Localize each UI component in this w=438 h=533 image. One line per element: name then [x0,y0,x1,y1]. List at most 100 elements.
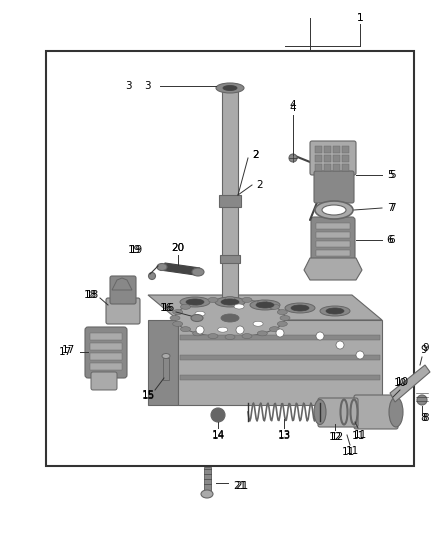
Text: 9: 9 [423,343,429,353]
Circle shape [211,408,225,422]
Ellipse shape [170,316,180,320]
Bar [316,223,350,229]
FancyBboxPatch shape [311,217,355,263]
Circle shape [196,326,204,334]
Ellipse shape [180,297,210,307]
Ellipse shape [180,327,191,332]
Bar [324,155,331,162]
FancyBboxPatch shape [314,171,354,203]
Ellipse shape [389,397,403,427]
Text: 4: 4 [290,100,297,110]
Bar [90,353,122,360]
Bar [324,146,331,153]
Bar [222,90,238,320]
Ellipse shape [221,314,239,322]
Text: 8: 8 [420,413,427,423]
Text: 12: 12 [328,432,342,442]
Ellipse shape [201,490,213,498]
Ellipse shape [269,327,279,332]
Text: 2: 2 [257,180,263,190]
Bar [204,467,211,492]
Bar [180,355,380,360]
Ellipse shape [208,297,218,302]
Text: 15: 15 [141,390,155,400]
Ellipse shape [221,299,239,305]
Bar [46,51,414,466]
Text: 4: 4 [290,103,297,113]
Ellipse shape [322,205,346,215]
Polygon shape [390,365,430,402]
Text: 7: 7 [387,203,393,213]
Text: 11: 11 [341,447,355,457]
Text: 3: 3 [125,81,131,91]
Polygon shape [304,258,362,280]
Ellipse shape [258,300,267,305]
Text: 2: 2 [253,150,259,160]
FancyBboxPatch shape [91,372,117,390]
Ellipse shape [225,335,235,340]
Ellipse shape [173,310,183,314]
Ellipse shape [269,304,279,309]
Ellipse shape [253,321,263,326]
Ellipse shape [285,303,315,313]
Bar [316,250,350,256]
Text: 20: 20 [171,243,184,253]
Text: 5: 5 [389,170,396,180]
Circle shape [276,329,284,337]
Text: 20: 20 [171,243,184,253]
Text: 13: 13 [277,431,291,441]
Bar [315,155,322,162]
FancyBboxPatch shape [318,398,358,427]
Text: 1: 1 [357,13,363,23]
Circle shape [316,332,324,340]
FancyBboxPatch shape [354,395,398,429]
Bar [90,333,122,340]
Text: 8: 8 [423,413,429,423]
Text: 21: 21 [235,481,249,491]
Ellipse shape [258,331,267,336]
Ellipse shape [195,311,205,316]
Ellipse shape [162,353,170,359]
Bar [342,155,349,162]
Ellipse shape [193,300,203,305]
Ellipse shape [216,83,244,93]
Ellipse shape [218,327,228,332]
Ellipse shape [191,314,203,321]
FancyBboxPatch shape [106,298,140,324]
Text: 5: 5 [387,170,393,180]
Ellipse shape [193,331,203,336]
Bar [315,146,322,153]
Circle shape [336,341,344,349]
Text: 11: 11 [353,430,367,440]
Polygon shape [148,295,382,320]
Text: 6: 6 [389,235,396,245]
Bar [316,241,350,247]
Ellipse shape [315,201,353,219]
Ellipse shape [256,302,274,308]
Text: 6: 6 [387,235,393,245]
Text: 17: 17 [58,347,72,357]
Polygon shape [112,278,132,290]
Bar [219,195,241,207]
Bar [333,146,340,153]
Bar [342,164,349,171]
Ellipse shape [186,299,204,305]
FancyBboxPatch shape [85,327,127,378]
Text: 21: 21 [233,481,247,491]
Ellipse shape [208,334,218,338]
Text: 17: 17 [61,345,74,355]
Ellipse shape [173,321,183,326]
Text: 16: 16 [159,303,173,313]
Ellipse shape [242,334,252,338]
Bar [163,358,169,380]
Bar [333,164,340,171]
Ellipse shape [320,306,350,316]
FancyBboxPatch shape [110,276,136,304]
Bar [333,155,340,162]
Circle shape [236,326,244,334]
Bar [220,255,240,263]
Text: 16: 16 [161,303,175,313]
Ellipse shape [148,272,155,279]
Ellipse shape [242,297,252,302]
Text: 12: 12 [330,432,344,442]
